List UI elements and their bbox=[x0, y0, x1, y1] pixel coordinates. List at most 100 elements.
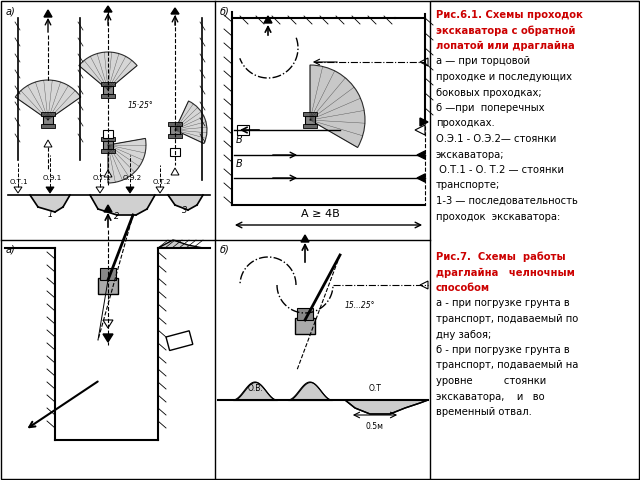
Text: Рис.7.  Схемы  работы: Рис.7. Схемы работы bbox=[436, 252, 566, 263]
Wedge shape bbox=[79, 52, 137, 90]
Bar bbox=[168, 134, 182, 138]
Polygon shape bbox=[158, 240, 208, 248]
Text: а — при торцовой: а — при торцовой bbox=[436, 57, 530, 67]
Polygon shape bbox=[44, 140, 52, 147]
Bar bbox=[103, 141, 113, 149]
Text: а): а) bbox=[6, 244, 16, 254]
Text: 1: 1 bbox=[47, 210, 52, 219]
Text: уровне          стоянки: уровне стоянки bbox=[436, 376, 547, 386]
Text: 15·25°: 15·25° bbox=[128, 101, 154, 110]
Text: экскаватора;: экскаватора; bbox=[436, 149, 504, 159]
Bar bbox=[41, 124, 55, 128]
Bar bbox=[430, 1, 639, 479]
Bar bbox=[98, 278, 118, 294]
Polygon shape bbox=[104, 170, 112, 177]
Text: 1-3 — последовательность: 1-3 — последовательность bbox=[436, 196, 578, 206]
Polygon shape bbox=[90, 195, 155, 215]
Bar bbox=[103, 130, 113, 138]
Polygon shape bbox=[420, 118, 428, 126]
Text: О.Э.1: О.Э.1 bbox=[43, 175, 62, 181]
Text: проходках.: проходках. bbox=[436, 119, 495, 129]
Polygon shape bbox=[103, 334, 113, 342]
Text: б): б) bbox=[220, 244, 230, 254]
Text: б - при погрузке грунта в: б - при погрузке грунта в bbox=[436, 345, 570, 355]
Text: О.Т.1: О.Т.1 bbox=[10, 179, 29, 185]
Text: способом: способом bbox=[436, 283, 490, 293]
Text: О.Т.2: О.Т.2 bbox=[153, 179, 172, 185]
Text: дну забоя;: дну забоя; bbox=[436, 329, 492, 339]
Text: B: B bbox=[236, 135, 243, 145]
Text: а): а) bbox=[6, 6, 16, 16]
Wedge shape bbox=[15, 80, 81, 120]
Bar bbox=[101, 94, 115, 98]
Text: О.В.: О.В. bbox=[247, 384, 263, 393]
Polygon shape bbox=[345, 400, 428, 414]
Text: О.Т: О.Т bbox=[369, 384, 381, 393]
Polygon shape bbox=[417, 151, 425, 159]
Polygon shape bbox=[44, 10, 52, 17]
Bar bbox=[303, 124, 317, 128]
Text: B: B bbox=[236, 159, 243, 169]
Text: временный отвал.: временный отвал. bbox=[436, 407, 532, 417]
Polygon shape bbox=[420, 281, 428, 289]
Polygon shape bbox=[96, 187, 104, 193]
Text: О.Т.1: О.Т.1 bbox=[93, 175, 111, 181]
Polygon shape bbox=[171, 8, 179, 14]
Text: О.Э.1 - О.Э.2— стоянки: О.Э.1 - О.Э.2— стоянки bbox=[436, 134, 556, 144]
Polygon shape bbox=[420, 58, 428, 66]
Text: боковых проходках;: боковых проходках; bbox=[436, 87, 541, 97]
Bar bbox=[166, 331, 193, 350]
Text: проходке и последующих: проходке и последующих bbox=[436, 72, 572, 82]
Polygon shape bbox=[103, 320, 113, 328]
Bar bbox=[41, 112, 55, 116]
Text: О.Т.1 - О. Т.2 — стоянки: О.Т.1 - О. Т.2 — стоянки bbox=[436, 165, 564, 175]
Polygon shape bbox=[126, 187, 134, 193]
Text: транспорт, подаваемый по: транспорт, подаваемый по bbox=[436, 314, 579, 324]
Bar bbox=[297, 308, 313, 320]
Polygon shape bbox=[417, 174, 425, 182]
Text: транспорте;: транспорте; bbox=[436, 180, 500, 191]
Polygon shape bbox=[301, 235, 309, 242]
Text: 15...25°: 15...25° bbox=[345, 301, 376, 310]
Bar bbox=[170, 148, 180, 156]
Text: A ≥ 4B: A ≥ 4B bbox=[301, 209, 339, 219]
Text: транспорт, подаваемый на: транспорт, подаваемый на bbox=[436, 360, 579, 371]
Bar bbox=[43, 116, 53, 124]
Polygon shape bbox=[104, 6, 112, 12]
Polygon shape bbox=[171, 168, 179, 175]
Text: 2: 2 bbox=[115, 212, 120, 221]
Text: а - при погрузке грунта в: а - при погрузке грунта в bbox=[436, 299, 570, 309]
Wedge shape bbox=[108, 138, 146, 183]
Text: О.Э.2: О.Э.2 bbox=[123, 175, 142, 181]
Bar bbox=[303, 112, 317, 116]
Text: экскаватора,    и   во: экскаватора, и во bbox=[436, 392, 545, 401]
Bar bbox=[101, 137, 115, 141]
Text: лопатой или драглайна: лопатой или драглайна bbox=[436, 41, 575, 51]
Bar bbox=[237, 125, 249, 135]
Polygon shape bbox=[168, 195, 203, 210]
Bar bbox=[168, 122, 182, 126]
Text: 0.5м: 0.5м bbox=[366, 422, 384, 431]
Bar bbox=[103, 86, 113, 94]
Polygon shape bbox=[156, 187, 164, 193]
Wedge shape bbox=[175, 101, 207, 144]
Text: проходок  экскаватора:: проходок экскаватора: bbox=[436, 212, 560, 221]
Polygon shape bbox=[14, 187, 22, 193]
Bar bbox=[170, 126, 180, 134]
Text: экскаватора с обратной: экскаватора с обратной bbox=[436, 25, 575, 36]
Polygon shape bbox=[104, 205, 112, 212]
Polygon shape bbox=[264, 16, 272, 23]
Bar bbox=[100, 268, 116, 280]
Polygon shape bbox=[46, 187, 54, 193]
Polygon shape bbox=[30, 195, 70, 212]
Bar bbox=[305, 116, 315, 124]
Bar bbox=[295, 318, 315, 334]
Polygon shape bbox=[415, 125, 425, 135]
Text: б —при  поперечных: б —при поперечных bbox=[436, 103, 545, 113]
Wedge shape bbox=[310, 65, 365, 147]
Text: б): б) bbox=[220, 6, 230, 16]
Bar bbox=[101, 149, 115, 153]
Text: драглайна   челночным: драглайна челночным bbox=[436, 267, 575, 277]
Text: 3: 3 bbox=[182, 206, 188, 215]
Text: Рис.6.1. Схемы проходок: Рис.6.1. Схемы проходок bbox=[436, 10, 583, 20]
